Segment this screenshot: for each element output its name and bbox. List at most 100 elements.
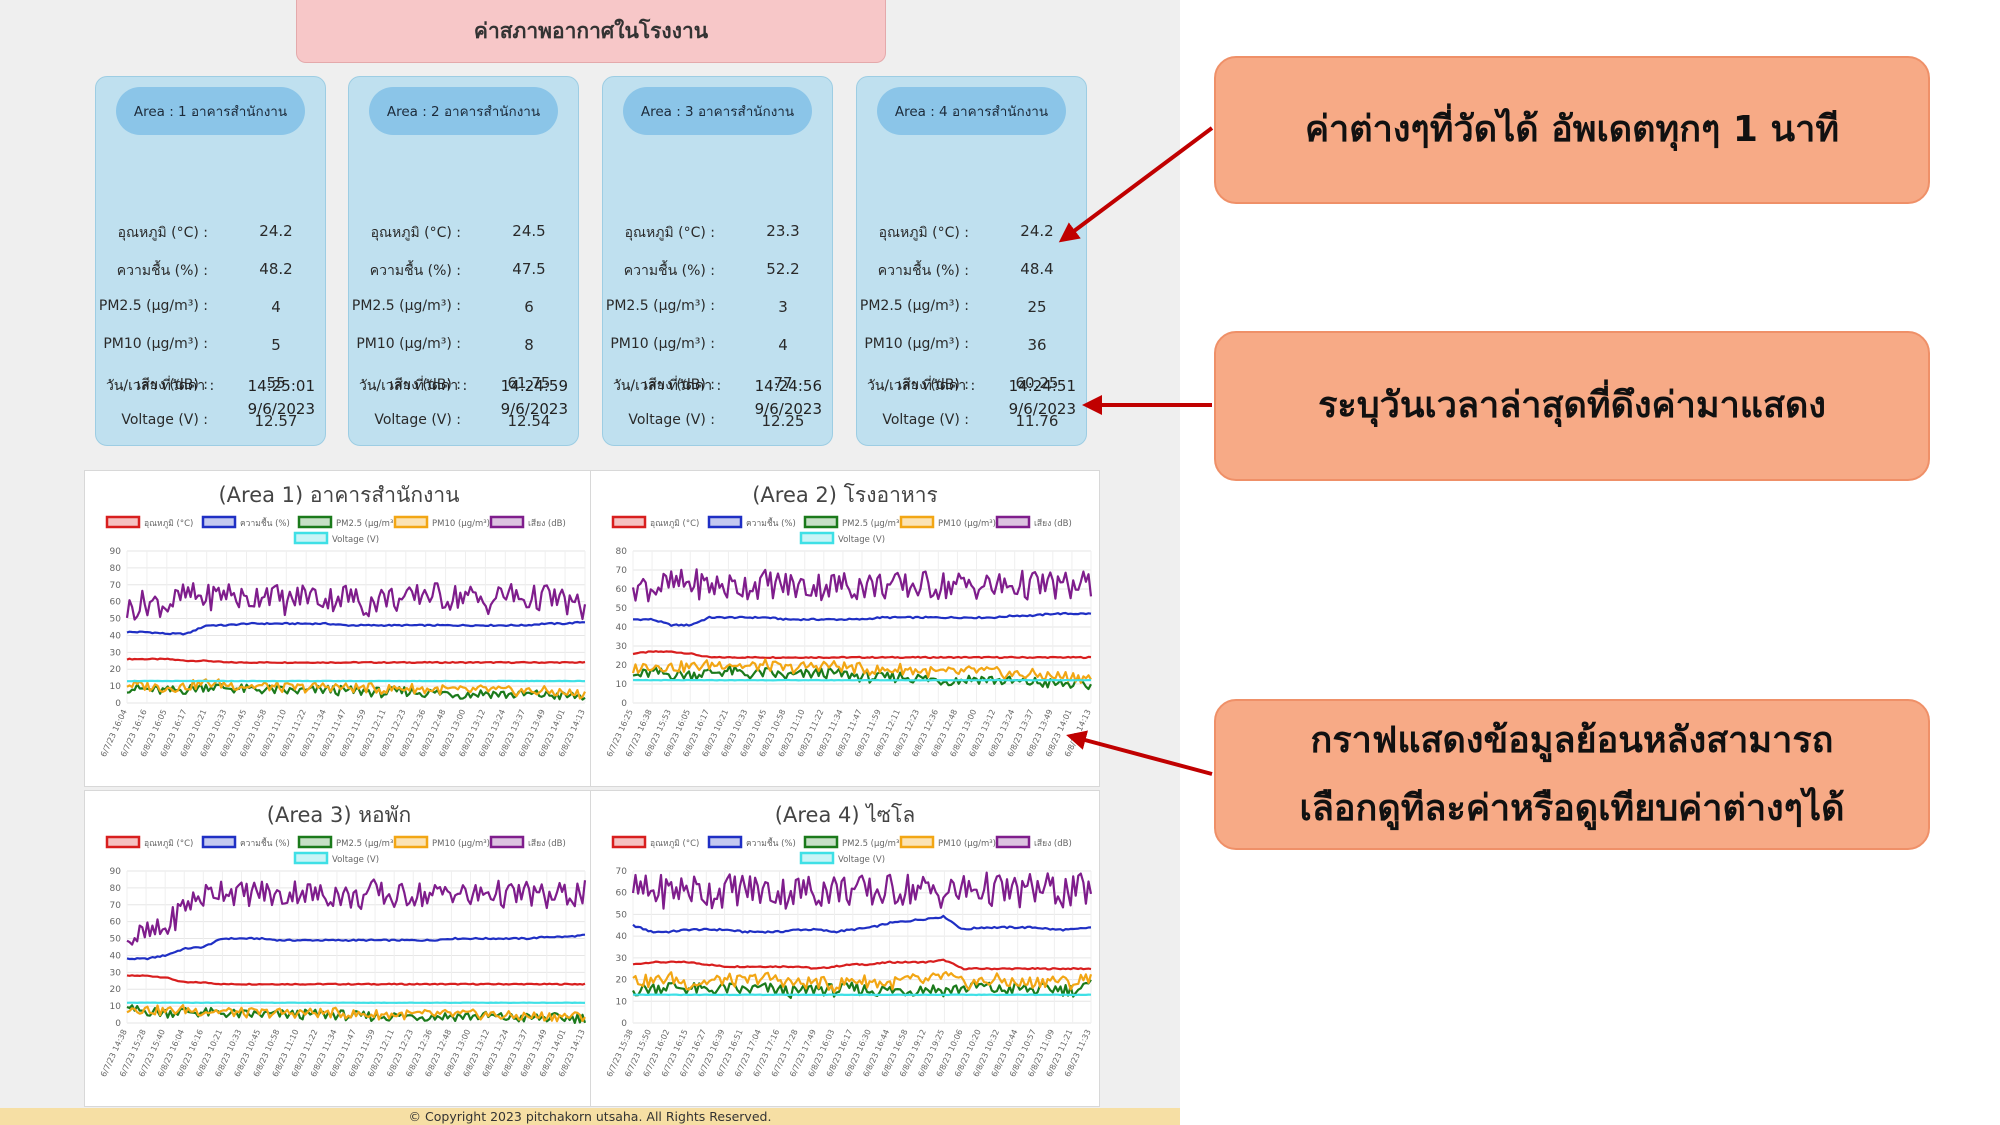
legend-item: อุณหภูมิ (°C) (611, 515, 699, 529)
chart-svg: อุณหภูมิ (°C) ความชื้น (%) PM2.5 (µg/m³) PM… (99, 835, 587, 1078)
pm25-label: PM2.5 (µg/m³) : (859, 298, 969, 314)
noise-value: 55 (266, 374, 286, 392)
chart-svg: อุณหภูมิ (°C) ความชื้น (%) PM2.5 (µg/m³) PM… (99, 515, 587, 758)
y-tick-label: 40 (110, 631, 122, 641)
arrow-to-values (1058, 126, 1214, 243)
pm25-label: PM2.5 (µg/m³) : (605, 298, 715, 314)
temp-value: 24.5 (512, 222, 546, 240)
legend-label: Voltage (V) (332, 855, 379, 865)
y-tick-label: 50 (616, 604, 628, 614)
temp-label: อุณหภูมิ (°C) : (370, 225, 461, 241)
y-tick-label: 80 (616, 547, 628, 557)
y-tick-label: 10 (616, 997, 628, 1007)
legend-swatch (803, 835, 839, 849)
y-tick-label: 90 (110, 547, 122, 557)
humidity-row: ความชื้น (%) : 47.5 (349, 260, 578, 280)
card-title: Area : 4 อาคารสำนักงาน (877, 87, 1066, 135)
legend-item: Voltage (V) (293, 531, 379, 545)
y-tick-label: 40 (616, 932, 628, 942)
card-title: Area : 1 อาคารสำนักงาน (116, 87, 305, 135)
temp-value: 23.3 (766, 222, 800, 240)
pm10-value: 8 (524, 336, 534, 354)
voltage-row: Voltage (V) : 12.25 (603, 412, 832, 432)
legend-item: Voltage (V) (799, 851, 885, 865)
humidity-row: ความชื้น (%) : 48.2 (96, 260, 325, 280)
date-value: 9/6/2023 (247, 400, 315, 418)
legend-item: PM2.5 (µg/m³) (803, 515, 903, 529)
pm10-row: PM10 (µg/m³) : 4 (603, 336, 832, 356)
area-card-3: Area : 3 อาคารสำนักงาน อุณหภูมิ (°C) : 23… (602, 76, 833, 446)
noise-value: 60.25 (1015, 374, 1059, 392)
temp-row: อุณหภูมิ (°C) : 24.5 (349, 222, 578, 242)
legend-label: ความชื้น (%) (240, 517, 290, 529)
arrow-to-chart (1066, 730, 1213, 776)
legend-swatch (393, 515, 429, 529)
y-tick-label: 0 (115, 699, 121, 709)
note-text-line1: กราฟแสดงข้อมูลย้อนหลังสามารถ (1310, 719, 1834, 761)
voltage-value: 12.25 (761, 412, 805, 430)
chart-area-3[interactable]: (Area 3) หอพัก อุณหภูมิ (°C) ความชื้น (%)… (84, 790, 594, 1107)
chart-title: (Area 3) หอพัก (266, 803, 412, 827)
series-line (126, 620, 586, 636)
legend-swatch (293, 531, 329, 545)
humidity-label: ความชื้น (%) : (877, 263, 969, 279)
area-card-2: Area : 2 อาคารสำนักงาน อุณหภูมิ (°C) : 24… (348, 76, 579, 446)
chart-area-2[interactable]: (Area 2) โรงอาหาร อุณหภูมิ (°C) ความชื้น … (590, 470, 1100, 787)
y-tick-label: 30 (110, 968, 122, 978)
pm25-label: PM2.5 (µg/m³) : (351, 298, 461, 314)
page-title: ค่าสภาพอากาศในโรงงาน (296, 0, 886, 63)
series-line (126, 683, 586, 701)
pm25-row: PM2.5 (µg/m³) : 3 (603, 298, 832, 318)
legend-label: ความชื้น (%) (746, 837, 796, 849)
chart-area-4[interactable]: (Area 4) ไซโล อุณหภูมิ (°C) ความชื้น (%) P… (590, 790, 1100, 1107)
legend-swatch (611, 515, 647, 529)
legend-item: อุณหภูมิ (°C) (611, 835, 699, 849)
pm10-value: 5 (271, 336, 281, 354)
legend-item: PM10 (µg/m³) (393, 515, 490, 529)
legend-item: เสียง (dB) (489, 835, 566, 849)
legend-item: เสียง (dB) (489, 515, 566, 529)
legend-item: ความชื้น (%) (201, 835, 290, 849)
legend-item: PM10 (µg/m³) (899, 835, 996, 849)
y-tick-label: 80 (110, 564, 122, 574)
card-title: Area : 3 อาคารสำนักงาน (623, 87, 812, 135)
note-latest-datetime: ระบุวันเวลาล่าสุดที่ดึงค่ามาแสดง (1214, 331, 1930, 481)
y-tick-label: 70 (110, 901, 122, 911)
legend-swatch (995, 835, 1031, 849)
legend-label: ความชื้น (%) (240, 837, 290, 849)
voltage-label: Voltage (V) : (121, 412, 208, 428)
time-value: 14:24:59 (500, 377, 568, 395)
temp-value: 24.2 (259, 222, 293, 240)
note-history-chart: กราฟแสดงข้อมูลย้อนหลังสามารถ เลือกดูทีละ… (1214, 699, 1930, 850)
pm10-label: PM10 (µg/m³) : (610, 336, 715, 352)
legend-label: PM10 (µg/m³) (938, 519, 996, 529)
y-tick-label: 80 (110, 884, 122, 894)
series-line (631, 568, 1093, 603)
y-tick-label: 40 (616, 623, 628, 633)
humidity-value: 48.4 (1020, 260, 1054, 278)
legend-label: PM2.5 (µg/m³) (842, 839, 903, 849)
noise-value: 61.75 (507, 374, 551, 392)
pm25-value: 3 (778, 298, 788, 316)
legend-swatch (201, 835, 237, 849)
series-line (126, 974, 586, 986)
temp-row: อุณหภูมิ (°C) : 24.2 (96, 222, 325, 242)
pm10-label: PM10 (µg/m³) : (356, 336, 461, 352)
legend-swatch (799, 851, 835, 865)
humidity-label: ความชื้น (%) : (623, 263, 715, 279)
chart-area-1[interactable]: (Area 1) อาคารสำนักงาน อุณหภูมิ (°C) ความ… (84, 470, 594, 787)
series-line (126, 1004, 586, 1023)
legend-label: อุณหภูมิ (°C) (650, 839, 699, 849)
chart-title: (Area 4) ไซโล (774, 803, 916, 827)
legend-swatch (201, 515, 237, 529)
legend-swatch (707, 835, 743, 849)
legend-item: เสียง (dB) (995, 835, 1072, 849)
y-tick-label: 10 (110, 682, 122, 692)
legend-swatch (293, 851, 329, 865)
y-tick-label: 0 (621, 699, 627, 709)
legend-label: อุณหภูมิ (°C) (650, 519, 699, 529)
voltage-label: Voltage (V) : (628, 412, 715, 428)
y-tick-label: 40 (110, 951, 122, 961)
datetime-value: 14:24:56 9/6/2023 (755, 375, 822, 421)
